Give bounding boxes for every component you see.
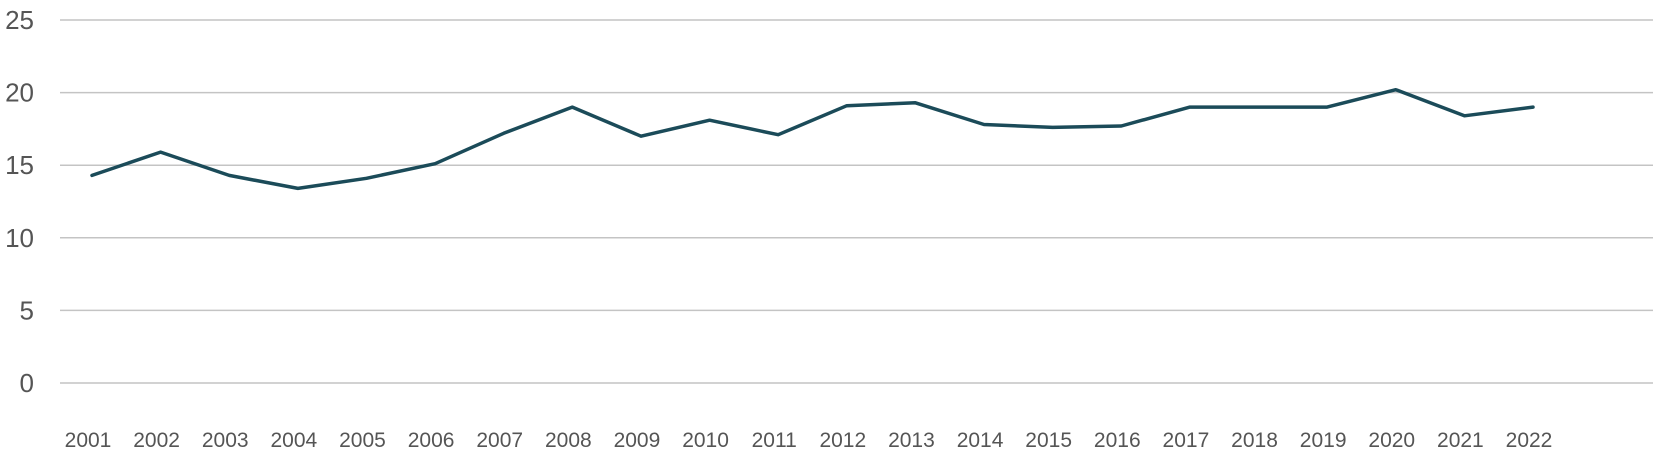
x-tick-label: 2005: [339, 429, 386, 452]
x-tick-label: 2006: [408, 429, 455, 452]
x-tick-label: 2013: [888, 429, 935, 452]
x-tick-label: 2010: [682, 429, 729, 452]
y-tick-label: 10: [5, 223, 34, 253]
x-tick-label: 2003: [202, 429, 249, 452]
x-tick-label: 2022: [1506, 429, 1553, 452]
x-tick-label: 2009: [614, 429, 661, 452]
x-tick-label: 2016: [1094, 429, 1141, 452]
y-tick-label: 25: [5, 5, 34, 35]
x-tick-label: 2012: [819, 429, 866, 452]
x-tick-label: 2002: [133, 429, 180, 452]
y-tick-label: 20: [5, 78, 34, 108]
x-tick-label: 2018: [1231, 429, 1278, 452]
x-tick-label: 2021: [1437, 429, 1484, 452]
x-tick-label: 2001: [65, 429, 112, 452]
series-line-0: [90, 87, 1535, 191]
x-tick-label: 2017: [1163, 429, 1210, 452]
gridlines: [60, 19, 1653, 384]
x-tick-label: 2014: [957, 429, 1004, 452]
x-tick-label: 2007: [476, 429, 523, 452]
x-axis-tick-labels: 2001 2002 2003 2004 2005 2006 2007 2008 2009 2010…: [65, 429, 1553, 452]
y-axis-tick-labels: 0 5 10 15 20 25: [5, 5, 34, 398]
x-tick-label: 2020: [1368, 429, 1415, 452]
x-tick-label: 2019: [1300, 429, 1347, 452]
series-lines: [90, 87, 1535, 191]
x-tick-label: 2011: [752, 429, 797, 452]
y-tick-label: 0: [20, 368, 34, 398]
x-tick-label: 2004: [270, 429, 317, 452]
y-tick-label: 15: [5, 150, 34, 180]
y-tick-label: 5: [20, 295, 34, 325]
x-tick-label: 2008: [545, 429, 592, 452]
x-tick-label: 2015: [1025, 429, 1072, 452]
